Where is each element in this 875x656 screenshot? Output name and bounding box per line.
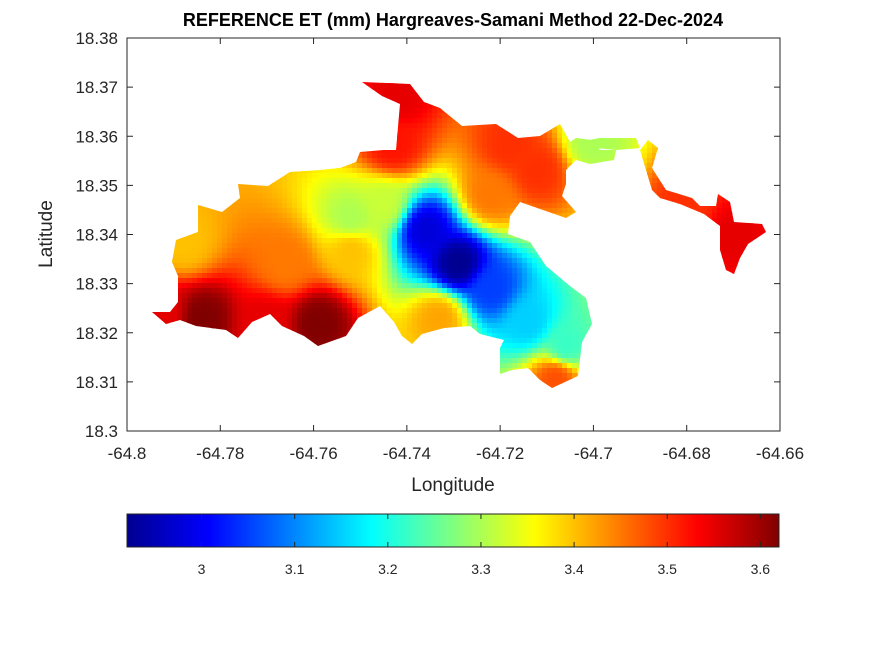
y-tick-label: 18.34 [75, 226, 118, 245]
x-tick-label: -64.78 [196, 444, 244, 463]
y-tick-label: 18.33 [75, 275, 118, 294]
x-tick-label: -64.8 [108, 444, 147, 463]
y-tick-label: 18.32 [75, 324, 118, 343]
x-tick-label: -64.72 [476, 444, 524, 463]
colorbar-tick-label: 3.5 [657, 561, 677, 577]
x-axis-title: Longitude [411, 475, 494, 496]
y-axis: 18.3 18.31 18.32 18.33 18.34 18.35 18.36 18.37 1… [75, 29, 780, 441]
y-tick-label: 18.36 [75, 127, 118, 146]
colorbar [126, 513, 780, 548]
y-axis-title: Latitude [36, 200, 57, 268]
colorbar-tick-label: 3.1 [285, 561, 305, 577]
colorbar-tick-label: 3 [198, 561, 206, 577]
colorbar-tick-label: 3.3 [471, 561, 491, 577]
chart-title: REFERENCE ET (mm) Hargreaves-Samani Meth… [183, 10, 723, 30]
y-tick-label: 18.38 [75, 29, 118, 48]
colorbar-ticks: 3 3.1 3.2 3.3 3.4 3.5 3.6 [198, 514, 771, 577]
y-tick-label: 18.31 [75, 373, 118, 392]
x-tick-label: -64.74 [383, 444, 431, 463]
y-tick-label: 18.3 [85, 422, 118, 441]
colorbar-tick-label: 3.2 [378, 561, 398, 577]
y-tick-label: 18.37 [75, 78, 118, 97]
x-axis: -64.8 -64.78 -64.76 -64.74 -64.72 -64.7 -64.68… [108, 38, 804, 463]
x-tick-label: -64.66 [756, 444, 804, 463]
x-tick-label: -64.68 [663, 444, 711, 463]
x-tick-label: -64.76 [289, 444, 337, 463]
x-tick-label: -64.7 [574, 444, 613, 463]
colorbar-tick-label: 3.6 [751, 561, 771, 577]
y-tick-label: 18.35 [75, 176, 118, 195]
colorbar-tick-label: 3.4 [564, 561, 584, 577]
